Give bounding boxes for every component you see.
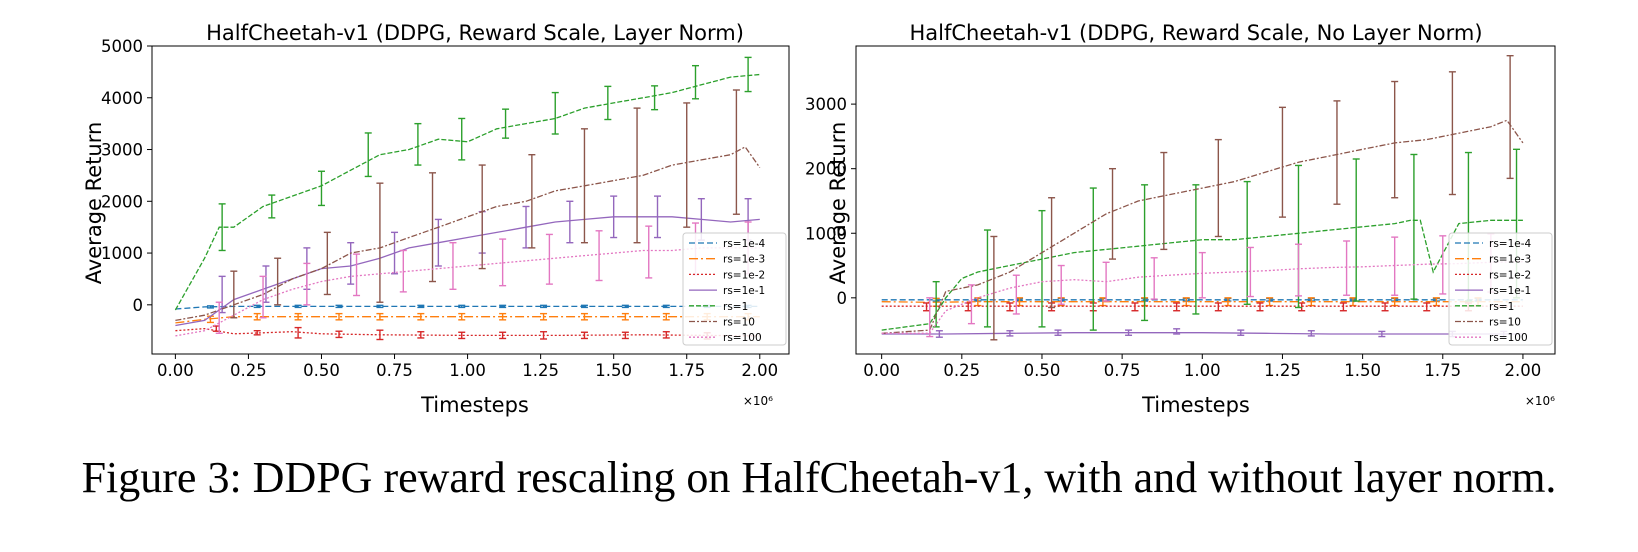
series-rs-10 xyxy=(881,54,1524,341)
series-rs-1 xyxy=(174,56,760,311)
x-tick-label: 0.75 xyxy=(1104,361,1141,380)
y-tick-label: 0 xyxy=(837,289,848,308)
chart-title: HalfCheetah-v1 (DDPG, Reward Scale, No L… xyxy=(909,21,1482,45)
y-tick-label: 2000 xyxy=(101,192,143,211)
legend-label: rs=1 xyxy=(723,301,748,313)
x-tick-label: 0.75 xyxy=(376,361,413,380)
x-tick-label: 1.50 xyxy=(1344,361,1381,380)
chart-right-no-layer-norm: HalfCheetah-v1 (DDPG, Reward Scale, No L… xyxy=(805,21,1556,417)
legend-label: rs=1e-2 xyxy=(1489,269,1531,281)
x-tick-label: 0.25 xyxy=(943,361,980,380)
axes-frame xyxy=(151,45,790,355)
series-line xyxy=(174,73,760,311)
x-axis-label: Timesteps xyxy=(420,393,529,417)
chart-title: HalfCheetah-v1 (DDPG, Reward Scale, Laye… xyxy=(206,21,744,45)
x-axis-label: Timesteps xyxy=(1141,393,1250,417)
legend-box xyxy=(1448,232,1553,346)
x-tick-label: 2.00 xyxy=(741,361,778,380)
series-line xyxy=(881,219,1523,331)
legend-label: rs=1e-3 xyxy=(723,254,765,266)
legend-label: rs=1e-3 xyxy=(1489,254,1531,266)
legend-label: rs=1e-4 xyxy=(1489,238,1532,250)
legend-label: rs=1 xyxy=(1489,301,1514,313)
series-line xyxy=(175,247,760,337)
legend-label: rs=10 xyxy=(723,317,755,329)
chart-left-layer-norm: HalfCheetah-v1 (DDPG, Reward Scale, Laye… xyxy=(82,21,790,417)
legend-label: rs=100 xyxy=(1489,332,1528,344)
y-tick-label: 5000 xyxy=(101,37,143,56)
x-multiplier: ×10⁶ xyxy=(1525,394,1555,408)
series-line xyxy=(175,305,760,310)
x-tick-label: 1.25 xyxy=(1264,361,1301,380)
y-axis-label: Average Return xyxy=(826,122,850,285)
y-tick-label: 2000 xyxy=(805,160,847,179)
y-tick-label: 1000 xyxy=(805,224,847,243)
x-tick-label: 1.75 xyxy=(1424,361,1461,380)
legend-label: rs=1e-2 xyxy=(723,269,765,281)
plot-area: 0.00 0.25 0.50 0.75 1.00 1.25 1.50 1.75 2.00 0 100… xyxy=(805,45,1556,380)
x-tick-label: 1.00 xyxy=(1184,361,1221,380)
plot-area: 0.00 0.25 0.50 0.75 1.00 1.25 1.50 1.75 2.00 0 100… xyxy=(101,37,790,380)
x-tick-label: 0.25 xyxy=(230,361,267,380)
y-tick-label: 1000 xyxy=(101,244,143,263)
x-tick-label: 1.00 xyxy=(449,361,486,380)
x-tick-label: 0.50 xyxy=(303,361,340,380)
y-tick-label: 4000 xyxy=(101,89,143,108)
x-multiplier: ×10⁶ xyxy=(743,394,773,408)
y-tick-label: 3000 xyxy=(101,141,143,160)
y-axis-label: Average Return xyxy=(82,122,106,285)
legend-box xyxy=(682,232,787,346)
series-rs-100 xyxy=(175,221,760,337)
series-line xyxy=(175,327,760,337)
x-tick-label: 0.50 xyxy=(1024,361,1061,380)
legend-label: rs=10 xyxy=(1489,317,1521,329)
legend: rs=1e-4 rs=1e-3 rs=1e-2 rs=1e-1 rs=1 rs=10 rs=… xyxy=(682,232,787,346)
series-line xyxy=(175,316,760,324)
x-tick-label: 2.00 xyxy=(1505,361,1542,380)
legend-label: rs=100 xyxy=(723,332,762,344)
x-tick-label: 1.50 xyxy=(595,361,632,380)
x-tick-label: 1.25 xyxy=(522,361,559,380)
legend-label: rs=1e-1 xyxy=(1489,285,1531,297)
axes-frame xyxy=(855,45,1556,355)
x-tick-label: 0.00 xyxy=(157,361,194,380)
series-rs-1e-2 xyxy=(175,325,760,341)
legend-label: rs=1e-4 xyxy=(723,238,766,250)
x-tick-label: 1.75 xyxy=(668,361,705,380)
series-rs-1e-1 xyxy=(881,328,1523,338)
series-line xyxy=(881,332,1523,335)
series-rs-100 xyxy=(881,233,1523,338)
series-rs-10 xyxy=(175,89,761,322)
legend: rs=1e-4 rs=1e-3 rs=1e-2 rs=1e-1 rs=1 rs=10 rs=… xyxy=(1448,232,1553,346)
y-tick-label: 3000 xyxy=(805,95,847,114)
y-tick-label: 0 xyxy=(133,296,144,315)
x-tick-label: 0.00 xyxy=(863,361,900,380)
figure-caption: Figure 3: DDPG reward rescaling on HalfC… xyxy=(81,453,1557,502)
series-line xyxy=(175,216,760,327)
legend-label: rs=1e-1 xyxy=(723,285,765,297)
